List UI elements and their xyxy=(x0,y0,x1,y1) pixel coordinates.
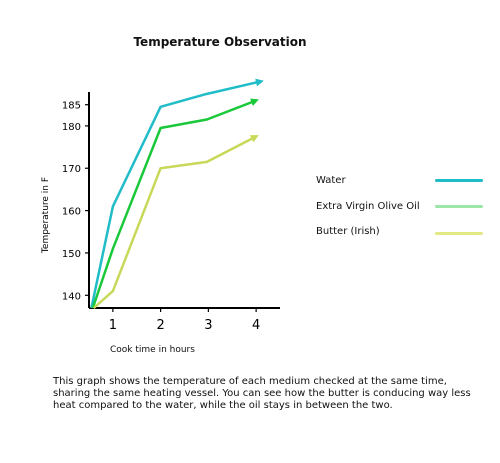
legend-line-olive-oil xyxy=(435,205,483,208)
chart-caption: This graph shows the temperature of each… xyxy=(53,376,471,411)
legend-label-water: Water xyxy=(316,175,346,186)
chart-title: Temperature Observation xyxy=(133,35,307,49)
y-tick-label: 150 xyxy=(62,249,81,260)
legend-line-water xyxy=(435,179,483,182)
y-tick-label: 180 xyxy=(62,122,81,133)
y-tick-label: 185 xyxy=(62,101,81,112)
y-tick-label: 160 xyxy=(62,207,81,218)
series-line xyxy=(92,135,259,309)
legend-label-butter: Butter (Irish) xyxy=(316,226,380,237)
x-tick-label: 2 xyxy=(156,318,164,333)
x-tick-label: 4 xyxy=(252,318,260,333)
y-axis-label: Temperature in F xyxy=(41,177,51,254)
x-axis-label: Cook time in hours xyxy=(110,345,195,355)
legend-line-butter xyxy=(435,232,483,235)
y-tick-label: 170 xyxy=(62,164,81,175)
series-line xyxy=(90,78,264,309)
y-tick-label: 140 xyxy=(62,291,81,302)
legend-label-olive-oil: Extra Virgin Olive Oil xyxy=(316,201,420,212)
series-line xyxy=(91,98,259,309)
x-tick-label: 1 xyxy=(109,318,117,333)
x-tick-label: 3 xyxy=(204,318,212,333)
